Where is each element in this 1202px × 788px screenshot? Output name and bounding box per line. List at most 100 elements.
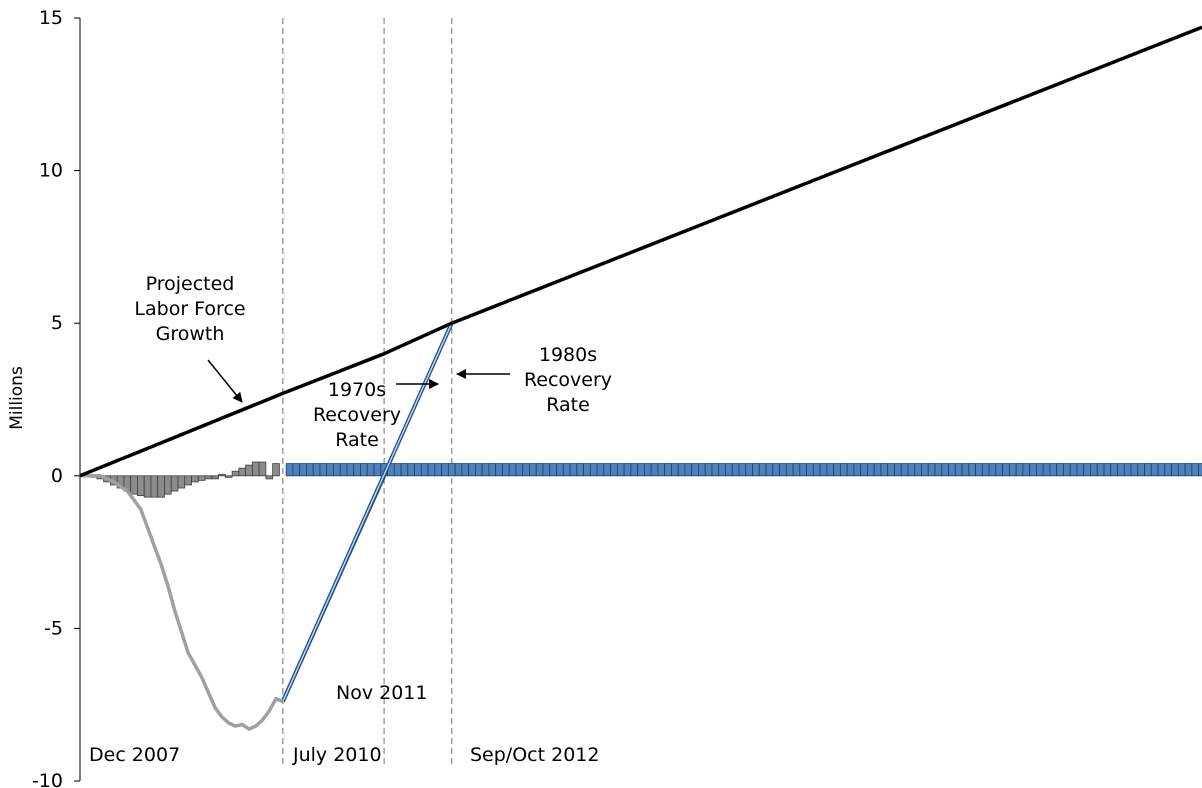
monthly-bar <box>130 475 138 495</box>
projected-bar <box>860 463 868 477</box>
projected-bar <box>657 463 666 477</box>
monthly-bar <box>224 475 233 478</box>
monthly-bar <box>191 475 199 483</box>
projected-bar <box>914 463 922 477</box>
monthly-bar <box>231 470 240 477</box>
recovery-1970s-annotation: 1970s Recovery Rate <box>313 379 439 451</box>
monthly-bar <box>258 461 267 477</box>
projected-bar <box>772 463 780 477</box>
projected-bar <box>995 463 1004 477</box>
monthly-bar <box>164 475 172 495</box>
projected-bar <box>684 463 693 477</box>
projected-bar <box>603 463 611 477</box>
projected-bar <box>515 463 524 477</box>
projected-bar <box>285 463 294 477</box>
projected-bar <box>1110 463 1118 477</box>
projected-bar <box>867 463 875 477</box>
projected-bar <box>765 463 774 477</box>
projected-bar <box>752 463 760 477</box>
projected-bar <box>326 463 334 477</box>
projected-bar <box>488 463 497 477</box>
labor-force-annotation-arrow <box>207 359 243 403</box>
projected-bar <box>1049 463 1058 477</box>
projected-bar <box>691 463 699 477</box>
projected-bar <box>360 463 368 477</box>
projected-bar <box>562 463 571 477</box>
projected-bar <box>393 463 402 477</box>
monthly-bar <box>157 475 165 498</box>
projected-bar <box>725 463 733 477</box>
projected-bar <box>427 463 436 477</box>
monthly-bar <box>170 475 179 492</box>
projected-bar <box>745 463 753 477</box>
recovery-1970s-annotation-line-2: Recovery <box>313 404 401 426</box>
projected-bar <box>671 463 679 477</box>
projected-bar <box>400 463 409 477</box>
nov-2011-label: Nov 2011 <box>336 682 427 704</box>
projected-bars <box>285 463 1202 477</box>
projected-bar <box>839 463 848 477</box>
projected-bar <box>900 463 909 477</box>
projected-bar <box>610 463 618 477</box>
recovery-1980s-line-inner <box>282 322 453 702</box>
projected-bar <box>346 463 355 477</box>
labor-force-annotation-line-3: Growth <box>156 323 225 345</box>
projected-bar <box>1008 463 1017 477</box>
projected-bar <box>468 463 476 477</box>
y-axis: -10 -5 0 5 10 15 <box>32 7 81 788</box>
projected-bar <box>522 463 530 477</box>
projected-bar <box>846 463 855 477</box>
projected-bar <box>954 463 963 477</box>
projected-bar <box>312 463 321 477</box>
projected-bar <box>948 463 956 477</box>
monthly-bar <box>251 461 260 477</box>
projected-bar <box>819 463 828 477</box>
projected-bar <box>704 463 713 477</box>
projected-bar <box>1090 463 1098 477</box>
projected-bar <box>583 463 591 477</box>
series-lines <box>79 25 1202 731</box>
recovery-1970s-annotation-line-1: 1970s <box>328 379 386 401</box>
projected-bar <box>1015 463 1024 477</box>
monthly-bar <box>204 475 213 480</box>
projected-bar <box>873 463 882 477</box>
projected-bar <box>333 463 341 477</box>
projected-bar <box>1096 463 1105 477</box>
projected-bar <box>779 463 787 477</box>
projected-bar <box>1002 463 1010 477</box>
projected-bar <box>1150 463 1159 477</box>
projected-bar <box>677 463 686 477</box>
projected-bar <box>535 463 544 477</box>
projected-bar <box>643 463 652 477</box>
y-tick-label: -5 <box>44 617 63 639</box>
projected-bar <box>353 463 361 477</box>
projected-bar <box>833 463 841 477</box>
projected-bar <box>806 463 814 477</box>
projected-bar <box>826 463 835 477</box>
projected-bar <box>1029 463 1037 477</box>
projected-bar <box>1117 463 1125 477</box>
projected-bar <box>339 463 348 477</box>
projected-bar <box>927 463 936 477</box>
labor-force-annotation-line-2: Labor Force <box>134 298 245 320</box>
projected-bar <box>407 463 415 477</box>
monthly-bar <box>177 475 186 489</box>
projected-bar <box>718 463 726 477</box>
projected-bar <box>1130 463 1139 477</box>
projected-bar <box>921 463 929 477</box>
projected-bar <box>941 463 949 477</box>
projected-bar <box>542 463 551 477</box>
projected-bar <box>1022 463 1031 477</box>
monthly-bar <box>197 475 206 481</box>
projected-bar <box>1191 463 1200 477</box>
monthly-bars <box>89 461 280 498</box>
recovery-1970s-annotation-line-3: Rate <box>335 429 379 451</box>
projected-bar <box>1184 463 1193 477</box>
projected-bar <box>319 463 328 477</box>
projected-bar <box>1069 463 1078 477</box>
projected-bar <box>502 463 510 477</box>
projected-bar <box>1036 463 1044 477</box>
monthly-bar <box>245 464 253 477</box>
projected-bar <box>366 463 375 477</box>
